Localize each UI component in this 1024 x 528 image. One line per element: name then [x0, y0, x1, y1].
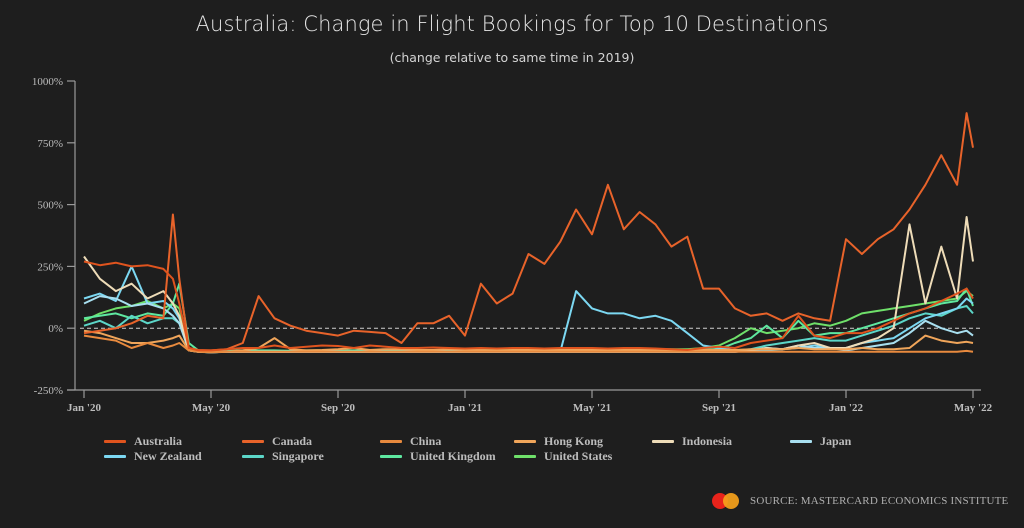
x-tick-label: Jan '22	[829, 402, 863, 414]
x-tick-label: May '22	[954, 402, 993, 414]
legend-item-singapore[interactable]: Singapore	[242, 449, 324, 464]
mastercard-logo	[712, 493, 740, 509]
legend-item-united-states[interactable]: United States	[514, 449, 612, 464]
y-tick-label: 0%	[48, 323, 63, 335]
source-text: SOURCE: MASTERCARD ECONOMICS INSTITUTE	[750, 495, 1009, 507]
y-tick-label: -250%	[34, 385, 63, 397]
series-line-united-states	[83, 290, 974, 353]
series-line-singapore	[83, 305, 974, 354]
x-tick-label: Jan '20	[67, 402, 101, 414]
legend-item-canada[interactable]: Canada	[242, 434, 312, 449]
x-tick-label: May '20	[192, 402, 231, 414]
legend-label: Indonesia	[682, 434, 733, 448]
source-credit: SOURCE: MASTERCARD ECONOMICS INSTITUTE	[712, 493, 1008, 509]
legend-item-japan[interactable]: Japan	[790, 434, 851, 449]
legend-label: China	[410, 434, 442, 448]
legend-swatch	[104, 440, 126, 443]
legend-item-new-zealand[interactable]: New Zealand	[104, 449, 202, 464]
series-line-china	[83, 334, 974, 354]
y-tick-label: 500%	[37, 200, 63, 212]
legend-swatch	[104, 455, 126, 458]
series-line-indonesia	[83, 216, 974, 354]
legend-swatch	[514, 455, 536, 458]
legend-label: Japan	[820, 434, 852, 448]
legend-swatch	[652, 440, 674, 443]
legend-swatch	[242, 440, 264, 443]
legend-label: Australia	[134, 434, 182, 448]
axes: -250% 0% 250% 500% 750% 1000% Jan '20 May '20 Se…	[32, 76, 993, 414]
series-line-new-zealand	[83, 265, 974, 354]
chart-subtitle: (change relative to same time in 2019)	[389, 50, 635, 65]
legend-label: Canada	[272, 434, 313, 448]
legend-item-hong-kong[interactable]: Hong Kong	[514, 434, 603, 449]
y-tick-label: 1000%	[32, 76, 63, 88]
legend-swatch	[380, 455, 402, 458]
legend-label: Singapore	[272, 449, 324, 463]
legend-swatch	[380, 440, 402, 443]
legend-item-australia[interactable]: Australia	[104, 434, 182, 449]
legend-label: United States	[544, 449, 613, 463]
legend-swatch	[242, 455, 264, 458]
legend-label: United Kingdom	[410, 449, 496, 463]
mastercard-logo-orange-circle	[723, 493, 739, 509]
x-tick-label: Sep '20	[321, 402, 355, 414]
series-line-canada	[83, 112, 974, 352]
legend-item-indonesia[interactable]: Indonesia	[652, 434, 732, 449]
legend-swatch	[790, 440, 812, 443]
x-tick-label: Sep '21	[702, 402, 736, 414]
legend-item-united-kingdom[interactable]: United Kingdom	[380, 449, 496, 464]
chart-title: Australia: Change in Flight Bookings for…	[195, 12, 829, 36]
series-line-australia	[83, 260, 974, 352]
y-tick-label: 750%	[37, 138, 63, 150]
series-line-japan	[83, 295, 974, 354]
series-lines	[83, 112, 974, 354]
legend-label: Hong Kong	[544, 434, 604, 448]
x-tick-label: May '21	[573, 402, 611, 414]
legend-item-china[interactable]: China	[380, 434, 441, 449]
legend-swatch	[514, 440, 536, 443]
legend-label: New Zealand	[134, 449, 202, 463]
x-tick-label: Jan '21	[448, 402, 482, 414]
y-tick-label: 250%	[37, 261, 63, 273]
